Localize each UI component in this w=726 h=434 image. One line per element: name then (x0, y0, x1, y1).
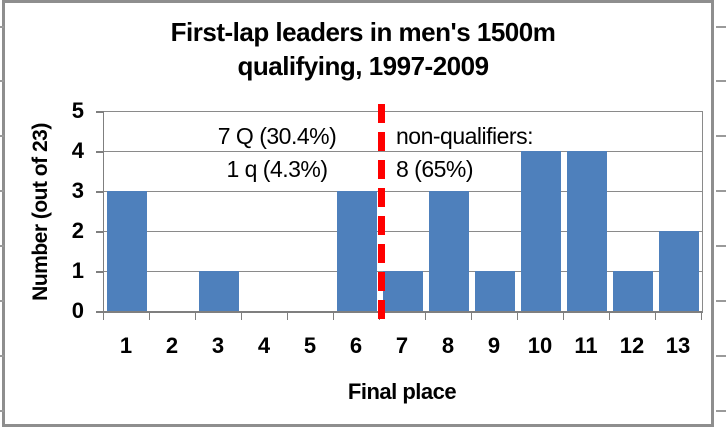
x-tick-mark-11 (609, 313, 610, 320)
y-tick-label-3: 3 (71, 178, 84, 203)
bar-place-8 (429, 191, 469, 311)
edge-tick-left-7 (0, 410, 4, 412)
edge-tick-right-7 (716, 410, 726, 412)
edge-tick-left-1 (0, 80, 4, 82)
x-tick-mark-13 (701, 313, 702, 320)
x-tick-label-4: 4 (257, 333, 271, 358)
x-tick-label-6: 6 (349, 333, 363, 358)
y-tick-mark-2 (96, 231, 103, 233)
x-tick-mark-1 (149, 313, 150, 320)
x-tick-mark-8 (471, 313, 472, 320)
chart-title-line1: First-lap leaders in men's 1500m (170, 17, 556, 47)
bar-place-10 (521, 151, 561, 311)
x-tick-label-8: 8 (441, 333, 455, 358)
edge-tick-left-0 (0, 26, 4, 28)
x-tick-mark-9 (517, 313, 518, 320)
x-tick-label-12: 12 (619, 333, 645, 358)
edge-tick-left-6 (0, 355, 4, 357)
bar-place-11 (567, 151, 607, 311)
edge-tick-right-0 (716, 26, 726, 28)
x-tick-mark-12 (655, 313, 656, 320)
y-tick-label-5: 5 (71, 98, 84, 123)
y-tick-mark-4 (96, 151, 103, 153)
edge-tick-right-6 (716, 355, 726, 357)
x-tick-label-9: 9 (487, 333, 501, 358)
x-tick-label-7: 7 (395, 333, 409, 358)
x-tick-label-2: 2 (165, 333, 179, 358)
chart-title-line2: qualifying, 1997-2009 (237, 51, 489, 81)
gridline-y5 (104, 111, 702, 112)
x-tick-mark-2 (195, 313, 196, 320)
x-tick-mark-10 (563, 313, 564, 320)
y-tick-mark-0 (96, 311, 103, 313)
edge-tick-right-4 (716, 245, 726, 247)
non-qualifiers-annotation-line1: non-qualifiers: (396, 123, 533, 149)
non-qualifiers-annotation: non-qualifiers: 8 (65%) (396, 120, 626, 186)
x-tick-mark-3 (241, 313, 242, 320)
x-tick-mark-4 (287, 313, 288, 320)
bar-place-7 (383, 271, 423, 311)
edge-tick-left-2 (0, 135, 4, 137)
bar-place-3 (199, 271, 239, 311)
edge-tick-right-5 (716, 300, 726, 302)
qualifiers-annotation-line1: 7 Q (30.4%) (217, 123, 337, 149)
x-tick-label-3: 3 (211, 333, 225, 358)
y-tick-label-1: 1 (71, 258, 84, 283)
edge-tick-left-5 (0, 300, 4, 302)
y-tick-mark-1 (96, 271, 103, 273)
y-axis-title: Number (out of 23) (29, 123, 52, 301)
x-tick-label-10: 10 (527, 333, 553, 358)
qualifier-divider-line (378, 104, 385, 320)
bar-place-9 (475, 271, 515, 311)
y-tick-mark-3 (96, 191, 103, 193)
bar-place-12 (613, 271, 653, 311)
chart-title: First-lap leaders in men's 1500m qualify… (0, 15, 726, 83)
edge-tick-right-1 (716, 80, 726, 82)
edge-tick-right-3 (716, 190, 726, 192)
qualifiers-annotation: 7 Q (30.4%) 1 q (4.3%) (177, 120, 377, 186)
y-tick-mark-5 (96, 111, 103, 113)
gridline-y2 (104, 231, 702, 232)
x-tick-label-5: 5 (303, 333, 317, 358)
x-tick-label-13: 13 (665, 333, 691, 358)
y-tick-label-2: 2 (71, 218, 84, 243)
x-tick-label-11: 11 (574, 333, 598, 358)
edge-tick-left-4 (0, 245, 4, 247)
gridline-y3 (104, 191, 702, 192)
y-tick-label-0: 0 (71, 298, 84, 323)
bar-place-1 (107, 191, 147, 311)
bar-place-6 (337, 191, 377, 311)
bar-place-13 (659, 231, 699, 311)
non-qualifiers-annotation-line2: 8 (65%) (396, 156, 474, 182)
gridline-y4 (104, 151, 702, 152)
edge-tick-right-2 (716, 135, 726, 137)
x-tick-mark-7 (425, 313, 426, 320)
qualifiers-annotation-line2: 1 q (4.3%) (226, 156, 328, 182)
x-tick-mark-0 (103, 313, 104, 320)
edge-tick-left-3 (0, 190, 4, 192)
x-tick-mark-5 (333, 313, 334, 320)
x-axis-title: Final place (347, 379, 457, 404)
plot-area (103, 111, 703, 313)
x-tick-label-1: 1 (119, 333, 133, 358)
y-tick-label-4: 4 (71, 138, 84, 163)
